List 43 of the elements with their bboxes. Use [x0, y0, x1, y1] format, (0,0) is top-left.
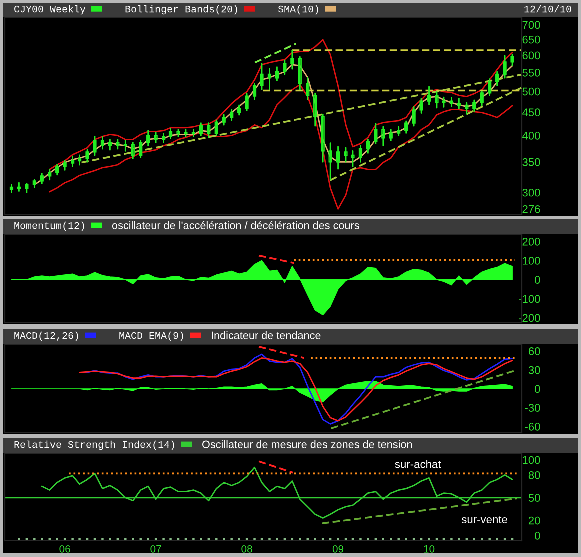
y-tick-label: 650 [522, 36, 540, 44]
y-tick-label: 0 [535, 276, 540, 284]
x-tick-label: 08 [242, 545, 252, 553]
y-tick-label: -200 [519, 314, 540, 322]
y-tick-label: 80 [528, 471, 540, 480]
y-tick-label: 0 [535, 385, 540, 394]
y-tick-label: 50 [528, 494, 540, 502]
x-tick-label: 06 [60, 545, 70, 553]
x-tick-label: 10 [424, 545, 435, 553]
legend-label: CJY00 Weekly [14, 5, 86, 15]
y-tick-label: 0 [535, 532, 540, 540]
text: 12/10/10 [524, 5, 572, 13]
chart-subtitle: Oscillateur de mesure des zones de tension [202, 440, 412, 448]
y-tick-label: -100 [519, 295, 540, 304]
y-tick-label: 200 [522, 238, 540, 246]
annotation: sur-achat [395, 460, 442, 468]
y-tick-label: 350 [522, 158, 540, 166]
y-tick-label: 500 [522, 88, 540, 96]
legend-label: MACD EMA(9) [120, 332, 184, 342]
chart-subtitle: Indicateur de tendance [212, 331, 321, 340]
y-tick-label: 100 [523, 456, 540, 464]
y-tick-label: 60 [528, 348, 540, 356]
y-tick-label: -60 [525, 422, 540, 431]
chart-subtitle: oscillateur de l'accélération / décélération des cours [112, 221, 360, 230]
y-tick-label: 550 [522, 68, 540, 77]
y-tick-label: 600 [522, 52, 540, 60]
y-tick-label: 100 [523, 257, 540, 265]
legend-label: Momentum(12) [14, 222, 84, 232]
x-tick-label: 07 [150, 545, 162, 553]
y-tick-label: 700 [522, 21, 540, 30]
legend-label: Relative Strength Index(14) [14, 440, 174, 450]
annotation: sur-vente [462, 516, 508, 524]
x-tick-label: 09 [332, 545, 344, 553]
legend-label: Bollinger Bands(20) [126, 5, 238, 15]
y-tick-label: 450 [522, 108, 540, 117]
y-tick-label: 30 [528, 366, 540, 374]
legend-label: MACD(12,26) [14, 332, 78, 342]
y-tick-label: 276 [522, 205, 540, 214]
y-tick-label: 300 [522, 188, 540, 197]
y-tick-label: 20 [528, 516, 540, 525]
y-tick-label: 400 [522, 132, 540, 140]
y-tick-label: -30 [525, 404, 540, 412]
legend-label: SMA(10) [278, 5, 318, 15]
